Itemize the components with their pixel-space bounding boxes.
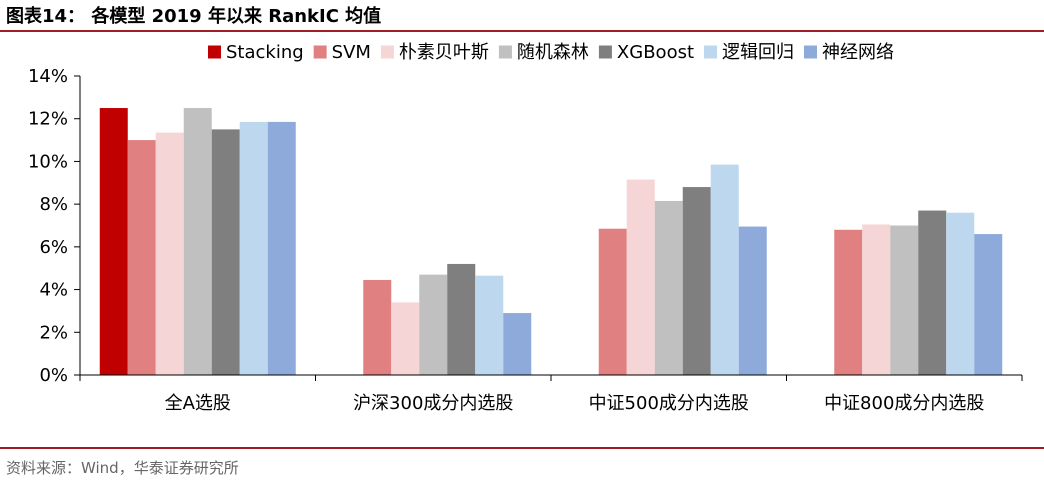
bars: [99, 108, 1003, 376]
bar: [99, 108, 128, 376]
y-tick-label: 14%: [28, 66, 68, 87]
bar: [738, 226, 767, 375]
legend-label: 朴素贝叶斯: [399, 42, 489, 63]
legend-label: 随机森林: [517, 42, 589, 63]
y-axis: 0% 2% 4% 6% 8% 10% 12% 14%: [28, 66, 81, 386]
bar: [946, 212, 975, 375]
bar: [447, 263, 476, 375]
legend-swatch: [704, 45, 718, 59]
bar: [183, 108, 212, 376]
legend-swatch: [498, 45, 512, 59]
y-tick-label: 2%: [39, 322, 68, 343]
bar: [363, 279, 392, 375]
bar: [654, 200, 683, 375]
x-category-label: 中证800成分内选股: [824, 393, 984, 414]
legend-swatch: [380, 45, 394, 59]
bar: [974, 234, 1003, 375]
legend-label: 神经网络: [822, 42, 894, 63]
legend-label: 逻辑回归: [722, 42, 794, 63]
legend-label: SVM: [332, 42, 371, 63]
figure-title: 图表14： 各模型 2019 年以来 RankIC 均值: [6, 6, 382, 27]
legend-swatch: [207, 45, 221, 59]
bar: [834, 229, 863, 375]
bar: [419, 274, 448, 375]
y-tick-label: 0%: [39, 365, 68, 386]
rankic-bar-chart: 0% 2% 4% 6% 8% 10% 12% 14% 全A选股 沪深300成分内选股 中证500成…: [28, 42, 1023, 414]
y-tick-label: 4%: [39, 280, 68, 301]
bar: [682, 187, 711, 375]
bar: [211, 129, 240, 375]
bar: [475, 275, 504, 375]
bar: [503, 313, 532, 375]
bar: [267, 121, 296, 376]
bar: [862, 224, 891, 375]
legend-label: XGBoost: [617, 42, 694, 63]
bar: [127, 140, 156, 375]
y-tick-label: 6%: [39, 237, 68, 258]
x-category-label: 沪深300成分内选股: [353, 393, 513, 414]
bar: [710, 164, 739, 375]
y-tick-label: 10%: [28, 151, 68, 172]
bar: [918, 210, 947, 375]
bar: [155, 132, 184, 375]
legend-label: Stacking: [226, 42, 304, 63]
title-rule: [0, 30, 1044, 32]
legend: Stacking SVM 朴素贝叶斯 随机森林 XGBoost 逻辑回归 神经网络: [207, 42, 894, 63]
bar: [626, 179, 655, 375]
x-category-label: 中证500成分内选股: [589, 393, 749, 414]
legend-swatch: [804, 45, 818, 59]
legend-swatch: [598, 45, 612, 59]
x-category-label: 全A选股: [165, 393, 231, 414]
legend-swatch: [313, 45, 327, 59]
y-tick-label: 12%: [28, 109, 68, 130]
bar: [890, 225, 919, 375]
source-note: 资料来源：Wind，华泰证券研究所: [6, 459, 239, 477]
y-tick-label: 8%: [39, 194, 68, 215]
source-rule: [0, 447, 1044, 449]
bar: [239, 121, 268, 376]
bar: [391, 302, 420, 375]
x-axis: 全A选股 沪深300成分内选股 中证500成分内选股 中证800成分内选股: [79, 374, 1023, 414]
bar: [598, 228, 627, 375]
